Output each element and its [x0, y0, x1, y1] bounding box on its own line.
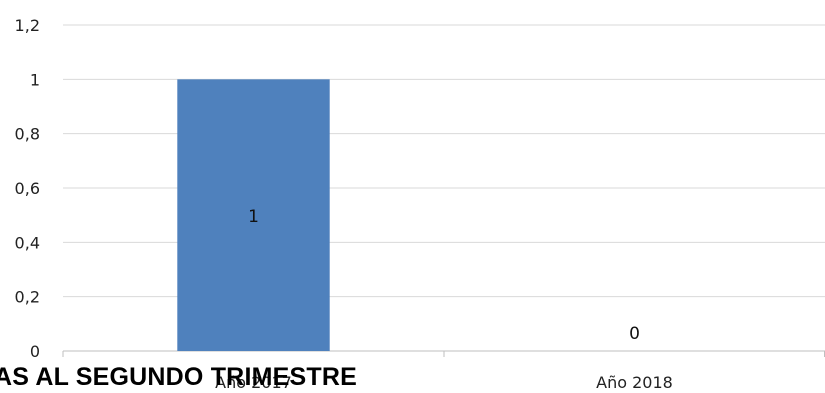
data-labels: 10 [248, 207, 640, 344]
y-tick-label: 1 [30, 70, 40, 89]
bar [177, 79, 330, 351]
y-tick-label: 0 [30, 342, 40, 361]
x-axis-categories: Año 2017 Año 2018 [215, 373, 673, 392]
data-label: 0 [629, 324, 640, 344]
bars [177, 79, 330, 351]
y-axis-ticks: 0 0,2 0,4 0,6 0,8 1 1,2 [15, 16, 40, 361]
overlapping-title-text: AS AL SEGUNDO TRIMESTRE [0, 363, 357, 391]
y-tick-label: 1,2 [15, 16, 40, 35]
y-tick-label: 0,2 [15, 288, 40, 307]
data-label: 1 [248, 207, 259, 227]
y-tick-label: 0,6 [15, 179, 40, 198]
x-category-label: Año 2018 [596, 373, 673, 392]
y-tick-label: 0,8 [15, 125, 40, 144]
y-tick-label: 0,4 [15, 233, 40, 252]
x-category-label: Año 2017 [215, 373, 292, 392]
